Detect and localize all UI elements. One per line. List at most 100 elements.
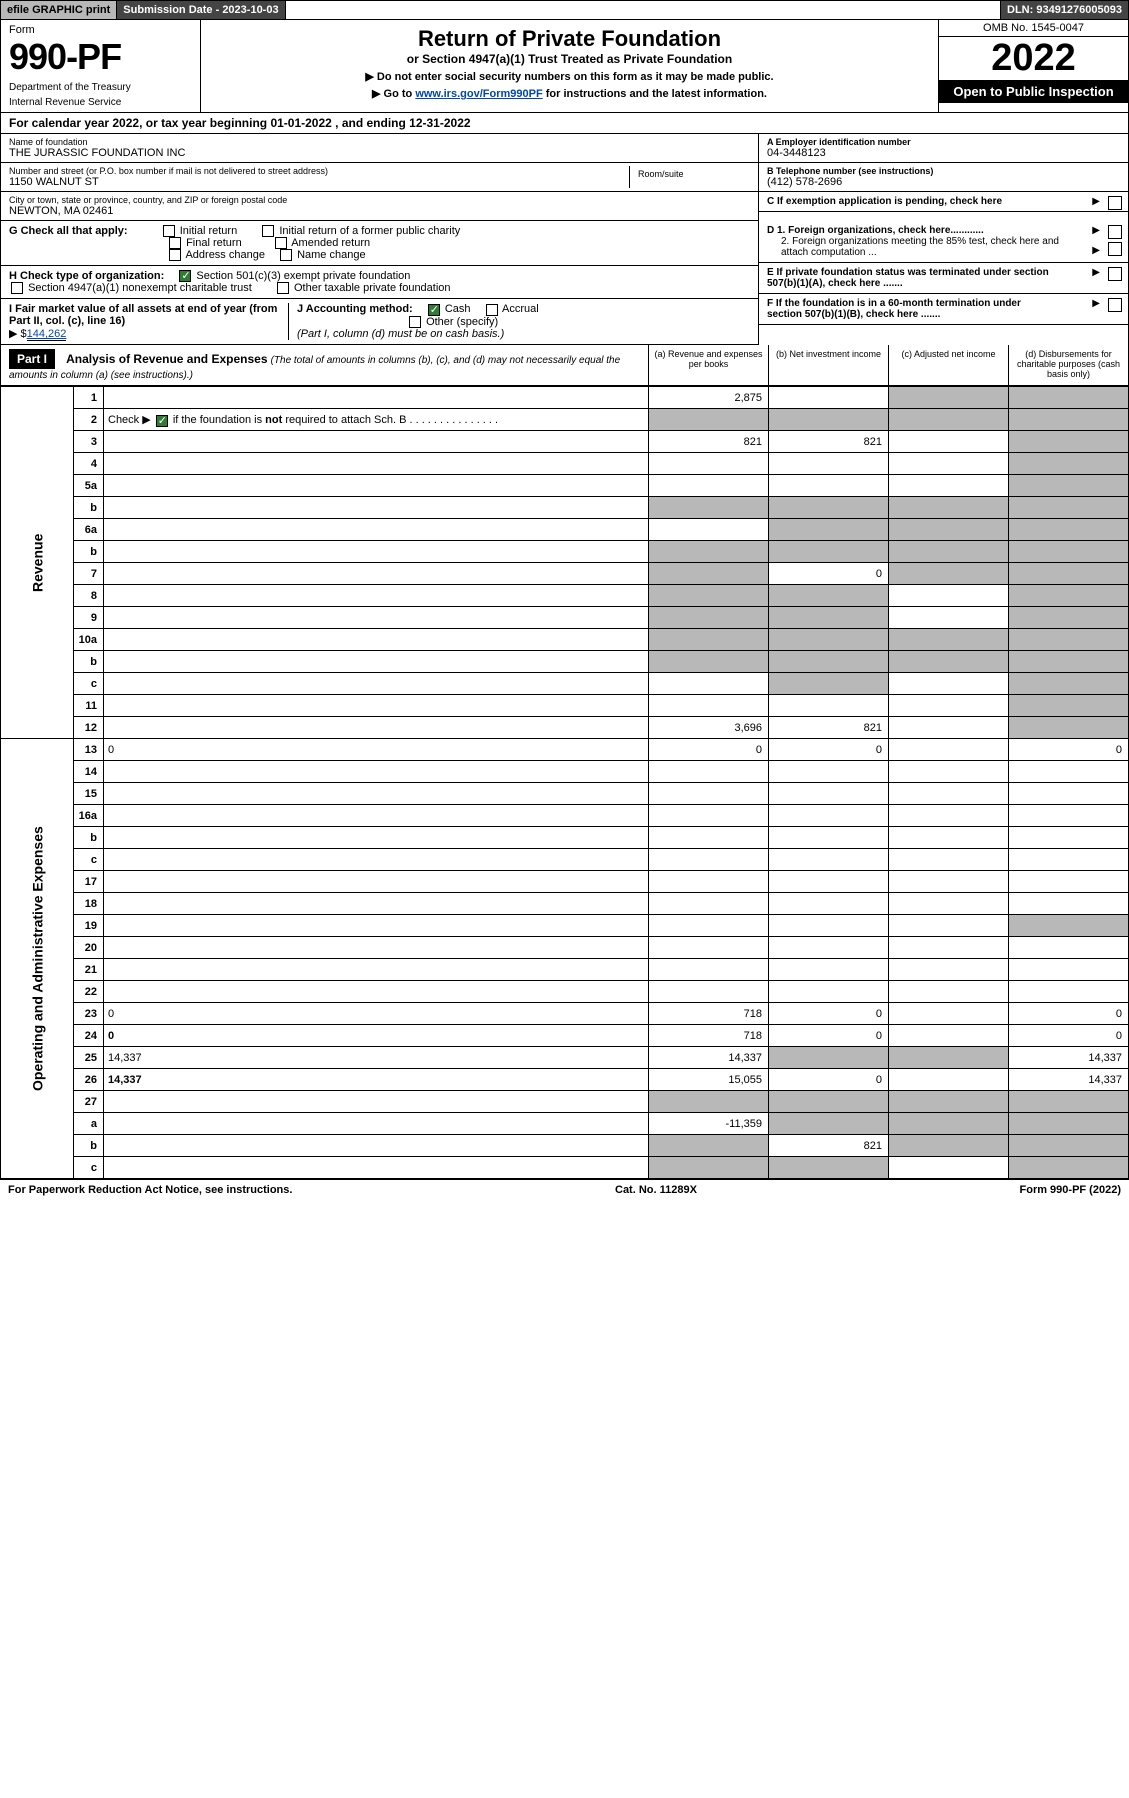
d1-checkbox[interactable] xyxy=(1108,225,1122,239)
phone-cell: B Telephone number (see instructions) (4… xyxy=(759,163,1128,192)
d2-label: 2. Foreign organizations meeting the 85%… xyxy=(781,236,1061,258)
form990pf-link[interactable]: www.irs.gov/Form990PF xyxy=(415,88,542,100)
arrow-icon: ▶ xyxy=(1092,196,1100,207)
line-val-c xyxy=(889,981,1009,1003)
line-val-d xyxy=(1009,1113,1129,1135)
line-val-d xyxy=(1009,607,1129,629)
line-val-c xyxy=(889,497,1009,519)
line-val-b xyxy=(769,893,889,915)
d1-label: D 1. Foreign organizations, check here..… xyxy=(767,225,984,236)
g-opt-0: Initial return xyxy=(180,225,237,237)
f-label: F If the foundation is in a 60-month ter… xyxy=(767,298,1057,320)
f-checkbox[interactable] xyxy=(1108,298,1122,312)
form-header: Form 990-PF Department of the Treasury I… xyxy=(0,20,1129,113)
h-4947-checkbox[interactable] xyxy=(11,282,23,294)
g-label: G Check all that apply: xyxy=(9,225,128,237)
line-desc xyxy=(104,717,649,739)
line-val-d xyxy=(1009,783,1129,805)
inst-1: ▶ Do not enter social security numbers o… xyxy=(207,70,932,83)
h-opt2: Section 4947(a)(1) nonexempt charitable … xyxy=(28,282,252,294)
g-address-change-checkbox[interactable] xyxy=(169,249,181,261)
line-val-a xyxy=(649,1135,769,1157)
addr-value: 1150 WALNUT ST xyxy=(9,176,629,188)
line-val-c xyxy=(889,739,1009,761)
part1-header-row: Part I Analysis of Revenue and Expenses … xyxy=(0,345,1129,386)
line-num: 8 xyxy=(74,585,104,607)
line-desc: Check ▶ if the foundation is not require… xyxy=(104,409,649,431)
schb-checkbox[interactable] xyxy=(156,415,168,427)
line-row-18: 18 xyxy=(1,893,1129,915)
h-other-checkbox[interactable] xyxy=(277,282,289,294)
line-val-a xyxy=(649,519,769,541)
line-num: 6a xyxy=(74,519,104,541)
g-initial-return-checkbox[interactable] xyxy=(163,225,175,237)
line-val-c xyxy=(889,607,1009,629)
j-other-checkbox[interactable] xyxy=(409,316,421,328)
line-val-b xyxy=(769,849,889,871)
line-val-d xyxy=(1009,409,1129,431)
line-val-a xyxy=(649,651,769,673)
line-val-a xyxy=(649,409,769,431)
line-num: 10a xyxy=(74,629,104,651)
arrow-icon: ▶ xyxy=(1092,225,1100,236)
j-other: Other (specify) xyxy=(426,316,498,328)
line-row-b: b xyxy=(1,497,1129,519)
j-cash: Cash xyxy=(445,303,471,315)
g-final-return-checkbox[interactable] xyxy=(169,237,181,249)
g-name-change-checkbox[interactable] xyxy=(280,249,292,261)
h-block: H Check type of organization: Section 50… xyxy=(1,266,758,299)
line-desc xyxy=(104,629,649,651)
line-num: 7 xyxy=(74,563,104,585)
h-501c3-checkbox[interactable] xyxy=(179,270,191,282)
line-desc xyxy=(104,915,649,937)
line-val-a xyxy=(649,937,769,959)
info-left: Name of foundation THE JURASSIC FOUNDATI… xyxy=(1,134,758,221)
g-amended-checkbox[interactable] xyxy=(275,237,287,249)
page-footer: For Paperwork Reduction Act Notice, see … xyxy=(0,1179,1129,1200)
line-val-b: 821 xyxy=(769,1135,889,1157)
name-label: Name of foundation xyxy=(9,137,750,147)
info-right: A Employer identification number 04-3448… xyxy=(758,134,1128,221)
line-num: 13 xyxy=(74,739,104,761)
line-val-a xyxy=(649,453,769,475)
line-row-c: c xyxy=(1,849,1129,871)
line-val-c xyxy=(889,519,1009,541)
line-val-d: 14,337 xyxy=(1009,1069,1129,1091)
line-val-b xyxy=(769,1157,889,1179)
form-number: 990-PF xyxy=(9,36,192,78)
line-row-24: 24 0 718 0 0 xyxy=(1,1025,1129,1047)
e-block: E If private foundation status was termi… xyxy=(759,263,1128,294)
line-val-b xyxy=(769,783,889,805)
line-val-d xyxy=(1009,497,1129,519)
line-num: 25 xyxy=(74,1047,104,1069)
foundation-info: Name of foundation THE JURASSIC FOUNDATI… xyxy=(0,134,1129,221)
line-row-2: 2 Check ▶ if the foundation is not requi… xyxy=(1,409,1129,431)
line-desc xyxy=(104,805,649,827)
line-val-d xyxy=(1009,893,1129,915)
e-checkbox[interactable] xyxy=(1108,267,1122,281)
line-val-c xyxy=(889,585,1009,607)
j-accrual-checkbox[interactable] xyxy=(486,304,498,316)
line-val-a xyxy=(649,673,769,695)
line-val-d: 0 xyxy=(1009,1025,1129,1047)
line-val-d xyxy=(1009,981,1129,1003)
line-num: 21 xyxy=(74,959,104,981)
line-num: 2 xyxy=(74,409,104,431)
g-initial-former-checkbox[interactable] xyxy=(262,225,274,237)
j-accrual: Accrual xyxy=(502,303,539,315)
j-cash-checkbox[interactable] xyxy=(428,304,440,316)
d2-checkbox[interactable] xyxy=(1108,242,1122,256)
c-checkbox[interactable] xyxy=(1108,196,1122,210)
line-row-17: 17 xyxy=(1,871,1129,893)
line-val-c xyxy=(889,959,1009,981)
line-num: 11 xyxy=(74,695,104,717)
line-val-c xyxy=(889,827,1009,849)
line-desc xyxy=(104,497,649,519)
i-block: I Fair market value of all assets at end… xyxy=(9,303,289,340)
line-val-c xyxy=(889,915,1009,937)
line-val-c xyxy=(889,1135,1009,1157)
line-desc xyxy=(104,849,649,871)
line-row-1: Revenue 1 2,875 xyxy=(1,387,1129,409)
topbar-spacer xyxy=(286,1,1001,19)
line-val-c xyxy=(889,1025,1009,1047)
